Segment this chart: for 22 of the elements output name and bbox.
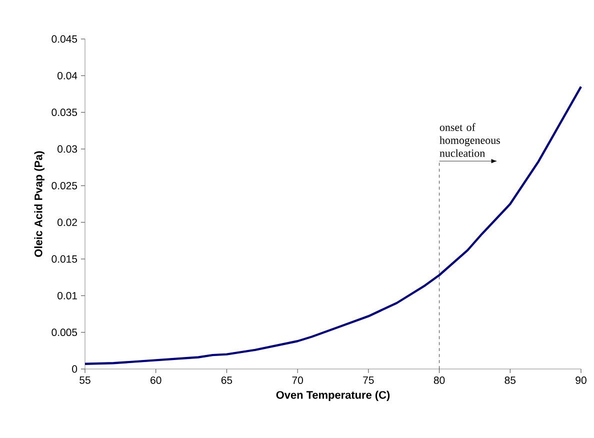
x-axis-title: Oven Temperature (C) <box>276 390 390 401</box>
y-tick-label: 0 <box>72 365 78 373</box>
x-tick-label: 60 <box>150 376 162 384</box>
y-tick-label: 0.035 <box>52 108 78 116</box>
y-tick-label: 0.025 <box>52 182 78 190</box>
x-tick-label: 85 <box>504 376 516 384</box>
x-tick-label: 75 <box>363 376 374 384</box>
x-tick-label: 90 <box>576 376 586 384</box>
x-tick-label: 80 <box>434 376 445 384</box>
y-tick-label: 0.01 <box>58 292 77 300</box>
x-tick-label: 65 <box>221 376 232 384</box>
x-tick-label: 55 <box>80 376 90 384</box>
ref-line-label: onset of homogeneous nucleation <box>440 123 500 157</box>
y-tick-label: 0.03 <box>58 145 78 153</box>
line-series <box>84 86 582 365</box>
x-tick-label: 70 <box>292 376 303 384</box>
y-tick-label: 0.04 <box>58 72 78 80</box>
y-tick-label: 0.005 <box>52 328 78 336</box>
y-tick-label: 0.015 <box>52 255 78 263</box>
y-axis-title: Oleic Acid Pvap (Pa) <box>34 151 44 257</box>
y-tick-label: 0.045 <box>52 35 78 43</box>
y-tick-label: 0.02 <box>58 218 77 226</box>
